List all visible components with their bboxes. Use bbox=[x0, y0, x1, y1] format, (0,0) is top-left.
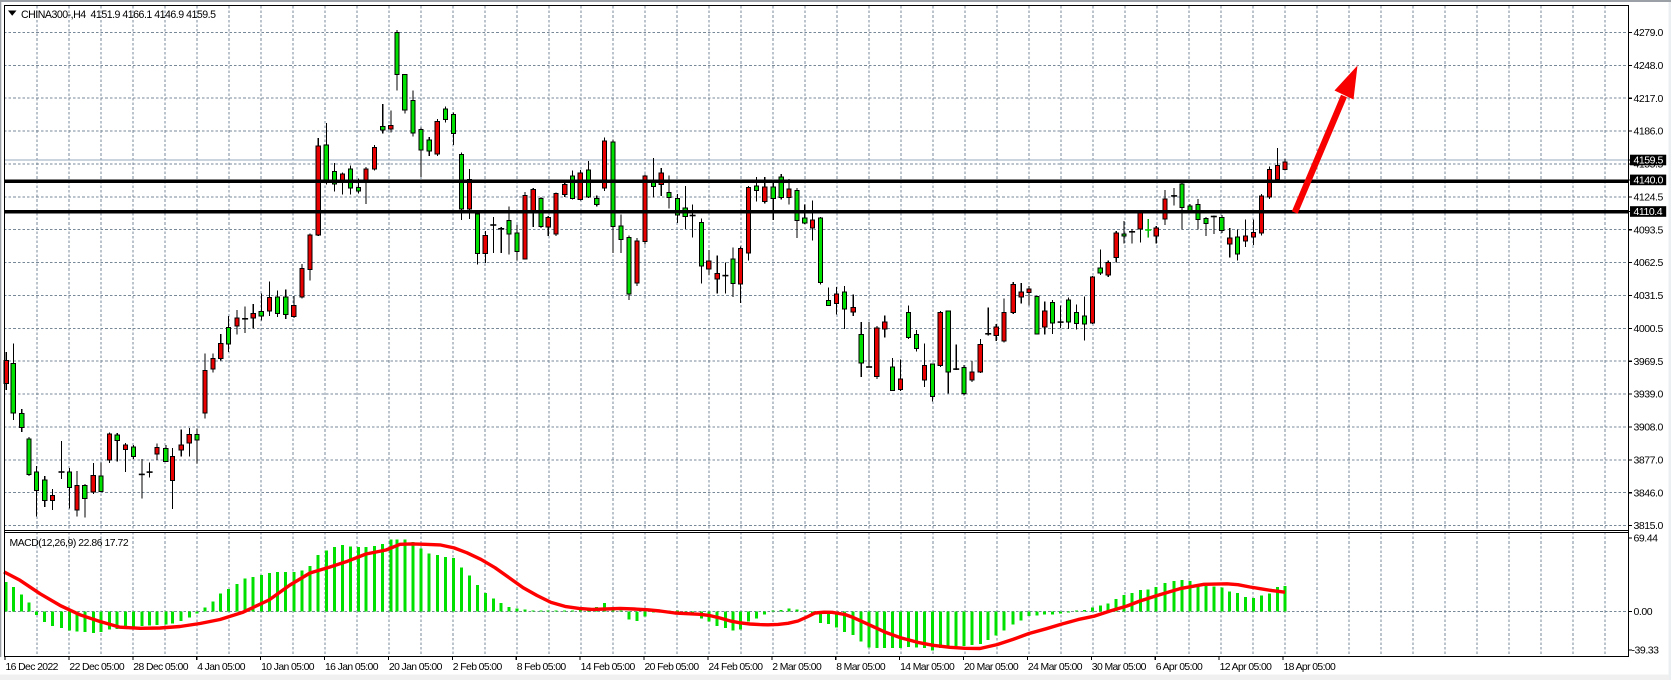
svg-text:20 Jan 05:00: 20 Jan 05:00 bbox=[389, 662, 443, 673]
svg-text:MACD(12,26,9) 22.86 17.72: MACD(12,26,9) 22.86 17.72 bbox=[10, 538, 129, 549]
svg-text:20 Mar 05:00: 20 Mar 05:00 bbox=[964, 662, 1019, 673]
svg-text:12 Apr 05:00: 12 Apr 05:00 bbox=[1220, 662, 1273, 673]
svg-text:0.00: 0.00 bbox=[1634, 606, 1653, 618]
svg-text:6 Apr 05:00: 6 Apr 05:00 bbox=[1156, 662, 1203, 673]
svg-text:4140.0: 4140.0 bbox=[1634, 175, 1664, 187]
svg-text:3969.5: 3969.5 bbox=[1634, 356, 1664, 368]
svg-text:-39.33: -39.33 bbox=[1632, 645, 1660, 657]
svg-text:4 Jan 05:00: 4 Jan 05:00 bbox=[197, 662, 246, 673]
svg-text:2 Feb 05:00: 2 Feb 05:00 bbox=[453, 662, 503, 673]
svg-text:4186.0: 4186.0 bbox=[1634, 126, 1664, 138]
svg-text:3939.0: 3939.0 bbox=[1634, 389, 1664, 401]
svg-text:14 Mar 05:00: 14 Mar 05:00 bbox=[900, 662, 955, 673]
svg-text:24 Mar 05:00: 24 Mar 05:00 bbox=[1028, 662, 1083, 673]
svg-text:14 Feb 05:00: 14 Feb 05:00 bbox=[581, 662, 636, 673]
svg-text:4062.5: 4062.5 bbox=[1634, 257, 1664, 269]
svg-text:18 Apr 05:00: 18 Apr 05:00 bbox=[1284, 662, 1337, 673]
svg-text:16 Jan 05:00: 16 Jan 05:00 bbox=[325, 662, 379, 673]
svg-text:30 Mar 05:00: 30 Mar 05:00 bbox=[1092, 662, 1147, 673]
svg-text:3846.0: 3846.0 bbox=[1634, 487, 1664, 499]
svg-text:4124.5: 4124.5 bbox=[1634, 191, 1664, 203]
svg-text:16 Dec 2022: 16 Dec 2022 bbox=[6, 662, 59, 673]
svg-text:69.44: 69.44 bbox=[1634, 533, 1659, 545]
svg-text:4110.4: 4110.4 bbox=[1634, 206, 1663, 218]
svg-text:28 Dec 05:00: 28 Dec 05:00 bbox=[133, 662, 188, 673]
svg-text:CHINA300-,H4 4151.9 4166.1 41: CHINA300-,H4 4151.9 4166.1 4146.9 4159.5 bbox=[21, 9, 216, 21]
svg-text:3877.0: 3877.0 bbox=[1634, 454, 1664, 466]
svg-text:4159.5: 4159.5 bbox=[1634, 155, 1664, 167]
svg-text:4031.5: 4031.5 bbox=[1634, 290, 1664, 302]
svg-text:2 Mar 05:00: 2 Mar 05:00 bbox=[772, 662, 822, 673]
svg-text:4093.5: 4093.5 bbox=[1634, 224, 1664, 236]
svg-text:3908.0: 3908.0 bbox=[1634, 422, 1664, 434]
svg-text:20 Feb 05:00: 20 Feb 05:00 bbox=[645, 662, 700, 673]
svg-text:10 Jan 05:00: 10 Jan 05:00 bbox=[261, 662, 315, 673]
svg-text:24 Feb 05:00: 24 Feb 05:00 bbox=[708, 662, 763, 673]
svg-text:4217.0: 4217.0 bbox=[1634, 93, 1664, 105]
svg-text:4248.0: 4248.0 bbox=[1634, 60, 1664, 72]
svg-text:3815.0: 3815.0 bbox=[1634, 520, 1664, 532]
svg-text:4000.5: 4000.5 bbox=[1634, 323, 1664, 335]
svg-text:8 Mar 05:00: 8 Mar 05:00 bbox=[836, 662, 886, 673]
svg-text:4279.0: 4279.0 bbox=[1634, 27, 1664, 39]
svg-text:22 Dec 05:00: 22 Dec 05:00 bbox=[69, 662, 124, 673]
svg-text:8 Feb 05:00: 8 Feb 05:00 bbox=[517, 662, 567, 673]
